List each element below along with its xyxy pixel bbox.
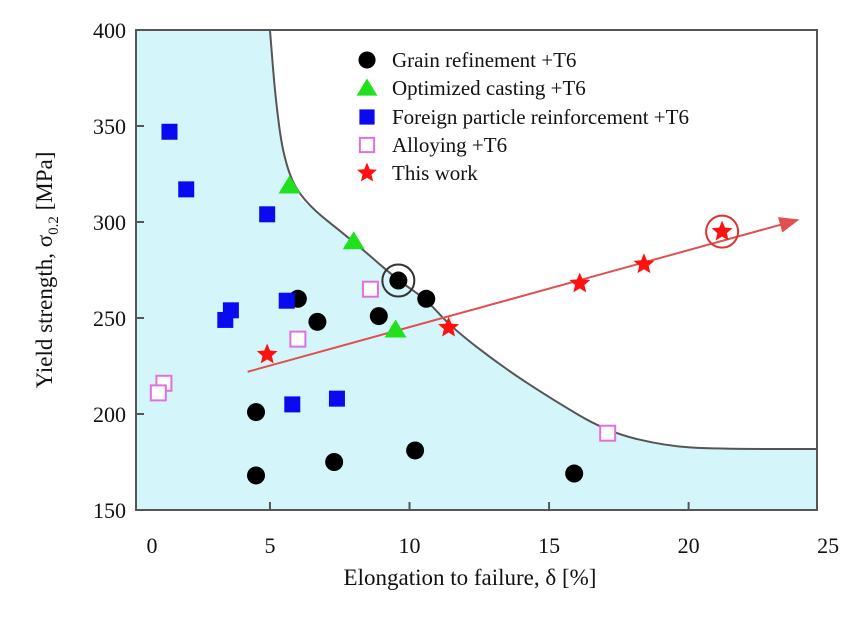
point-foreign-particle-reinforcement-t6 bbox=[328, 390, 345, 407]
y-axis-title-subscript: 0.2 bbox=[46, 216, 62, 235]
point-foreign-particle-reinforcement-t6 bbox=[161, 123, 178, 140]
legend-marker-this-work bbox=[357, 162, 377, 182]
legend-label-foreign-particle-reinforcement-t6: Foreign particle reinforcement +T6 bbox=[392, 105, 689, 129]
point-this-work bbox=[711, 220, 733, 241]
y-tick-label: 200 bbox=[93, 402, 126, 427]
legend-label-alloying-t6: Alloying +T6 bbox=[392, 133, 507, 157]
point-this-work bbox=[256, 343, 278, 364]
point-grain-refinement-t6 bbox=[417, 289, 436, 308]
y-tick-label: 250 bbox=[93, 306, 126, 331]
point-grain-refinement-t6 bbox=[369, 307, 388, 326]
legend-marker-foreign-particle-reinforcement-t6 bbox=[359, 109, 375, 125]
point-grain-refinement-t6 bbox=[389, 271, 408, 290]
legend-label-this-work: This work bbox=[392, 161, 478, 185]
highlight-ring bbox=[705, 214, 740, 249]
legend: Grain refinement +T6 Optimized casting +T… bbox=[356, 48, 689, 185]
point-grain-refinement-t6 bbox=[406, 441, 425, 460]
y-tick-label: 350 bbox=[93, 114, 126, 139]
y-tick-label: 150 bbox=[93, 498, 126, 523]
y-axis-title-unit: [MPa] bbox=[32, 152, 57, 217]
y-axis-title-main: Yield strength, σ bbox=[32, 234, 57, 388]
point-alloying-t6 bbox=[599, 424, 617, 442]
x-tick-label: 10 bbox=[399, 533, 421, 558]
point-foreign-particle-reinforcement-t6 bbox=[217, 311, 234, 328]
point-this-work bbox=[633, 253, 655, 274]
x-tick-label: 15 bbox=[538, 533, 560, 558]
point-grain-refinement-t6 bbox=[308, 312, 327, 331]
point-grain-refinement-t6 bbox=[247, 403, 266, 422]
legend-label-grain-refinement-t6: Grain refinement +T6 bbox=[392, 48, 576, 72]
x-tick-label: 25 bbox=[817, 533, 839, 558]
feasible-region bbox=[136, 30, 817, 510]
trend-arrow bbox=[247, 217, 800, 373]
point-foreign-particle-reinforcement-t6 bbox=[178, 181, 195, 198]
y-tick-label: 400 bbox=[93, 18, 126, 43]
legend-label-optimized-casting-t6: Optimized casting +T6 bbox=[392, 76, 586, 100]
x-tick-label: 0 bbox=[147, 533, 158, 558]
point-this-work bbox=[438, 316, 460, 337]
y-tick-label: 300 bbox=[93, 210, 126, 235]
legend-marker-optimized-casting-t6 bbox=[356, 78, 378, 96]
point-grain-refinement-t6 bbox=[247, 466, 266, 485]
point-optimized-casting-t6 bbox=[278, 175, 301, 194]
point-alloying-t6 bbox=[289, 330, 307, 348]
point-optimized-casting-t6 bbox=[384, 319, 407, 338]
point-foreign-particle-reinforcement-t6 bbox=[284, 396, 301, 413]
plot-frame bbox=[135, 29, 818, 511]
point-foreign-particle-reinforcement-t6 bbox=[259, 206, 276, 223]
point-this-work bbox=[569, 272, 591, 293]
point-alloying-t6 bbox=[361, 280, 379, 298]
point-foreign-particle-reinforcement-t6 bbox=[278, 292, 295, 309]
point-grain-refinement-t6 bbox=[565, 464, 584, 483]
legend-marker-alloying-t6 bbox=[358, 136, 376, 154]
point-optimized-casting-t6 bbox=[342, 231, 365, 250]
highlight-ring bbox=[381, 263, 416, 298]
point-grain-refinement-t6 bbox=[325, 453, 344, 471]
legend-marker-grain-refinement-t6 bbox=[358, 51, 376, 69]
x-tick-label: 20 bbox=[678, 533, 700, 558]
y-axis-title: Yield strength, σ0.2 [MPa] bbox=[32, 152, 62, 389]
point-alloying-t6 bbox=[149, 384, 167, 402]
x-axis-title: Elongation to failure, δ [%] bbox=[344, 565, 597, 590]
x-tick-label: 5 bbox=[264, 533, 275, 558]
